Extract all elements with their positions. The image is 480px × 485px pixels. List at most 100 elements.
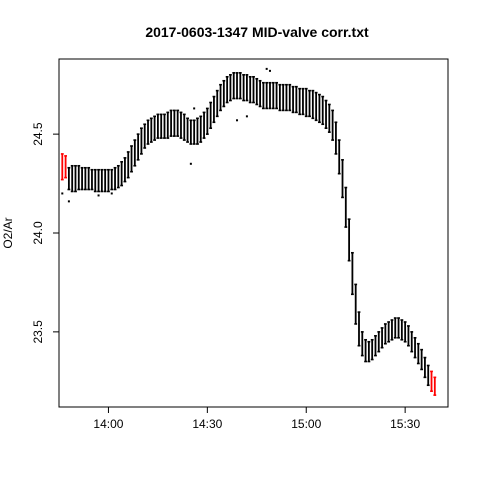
- data-point: [370, 338, 374, 341]
- data-point: [97, 169, 100, 192]
- data-point: [143, 124, 146, 148]
- data-point: [186, 117, 189, 120]
- data-point: [87, 167, 90, 190]
- data-point: [248, 101, 252, 104]
- data-point: [242, 74, 245, 101]
- data-point: [397, 318, 400, 338]
- data-point: [384, 323, 387, 344]
- data-point: [84, 167, 87, 190]
- data-point: [209, 101, 213, 104]
- y-axis: 23.5 24.0 24.5: [31, 122, 59, 344]
- data-point: [225, 75, 229, 78]
- data-point: [100, 190, 104, 193]
- data-point: [236, 119, 239, 122]
- data-point: [397, 317, 400, 319]
- data-point: [420, 368, 424, 371]
- data-point: [304, 115, 308, 118]
- data-point: [133, 164, 137, 167]
- y-tick-label: 23.5: [31, 320, 45, 344]
- data-point: [341, 196, 344, 199]
- data-point: [80, 166, 84, 169]
- data-point: [315, 92, 318, 121]
- x-tick-label: 15:00: [291, 417, 321, 431]
- data-point: [252, 75, 255, 78]
- data-point: [199, 141, 203, 143]
- data-point: [265, 81, 269, 84]
- data-point: [360, 331, 364, 333]
- data-point: [193, 120, 196, 145]
- data-point: [127, 151, 130, 178]
- data-point: [196, 118, 199, 145]
- data-point: [397, 336, 400, 339]
- data-point: [367, 340, 371, 343]
- data-point: [321, 123, 325, 126]
- data-point: [140, 128, 143, 154]
- data-point: [113, 188, 117, 191]
- data-point: [265, 82, 268, 109]
- data-point: [232, 72, 235, 99]
- data-point: [271, 81, 275, 84]
- data-point: [350, 251, 354, 254]
- data-point: [427, 365, 430, 386]
- data-point: [110, 168, 114, 171]
- data-point: [252, 76, 255, 103]
- x-axis: 14:00 14:30 15:00 15:30: [93, 407, 420, 431]
- data-point: [321, 96, 324, 125]
- data-point: [341, 159, 344, 198]
- data-point: [278, 83, 282, 86]
- data-point: [292, 86, 294, 113]
- data-point: [377, 331, 381, 333]
- data-point: [261, 81, 265, 84]
- data-point: [91, 169, 93, 190]
- data-point: [302, 88, 304, 115]
- data-point: [229, 74, 232, 101]
- data-point: [304, 87, 308, 90]
- data-point: [344, 186, 348, 189]
- data-point: [275, 107, 278, 110]
- data-point: [117, 165, 120, 188]
- data-point: [172, 109, 176, 112]
- data-point: [77, 188, 81, 191]
- data-point: [126, 151, 130, 153]
- data-point: [67, 166, 71, 169]
- x-tick-label: 14:30: [192, 417, 222, 431]
- y-axis-label: O2/Ar: [1, 217, 15, 248]
- data-point: [268, 69, 271, 72]
- data-point: [202, 111, 206, 114]
- data-point: [424, 357, 426, 378]
- data-point: [80, 188, 84, 191]
- data-point: [308, 90, 311, 117]
- data-point: [64, 155, 67, 157]
- y-tick-label: 24.0: [31, 221, 45, 245]
- data-point: [90, 188, 94, 191]
- data-point: [308, 89, 311, 92]
- data-point: [268, 81, 272, 84]
- data-point: [383, 342, 387, 345]
- data-point: [298, 88, 301, 115]
- data-point: [222, 79, 226, 82]
- data-point: [433, 394, 437, 396]
- data-point: [288, 109, 292, 112]
- data-point: [83, 166, 87, 169]
- data-point: [337, 139, 341, 141]
- data-point: [87, 188, 91, 191]
- data-point: [377, 350, 381, 353]
- data-point: [255, 78, 258, 105]
- data-point: [123, 157, 127, 159]
- data-point: [246, 74, 248, 101]
- data-point: [169, 135, 173, 137]
- data-point: [360, 354, 364, 357]
- data-point: [344, 226, 348, 228]
- data-point: [242, 74, 246, 76]
- data-points: [60, 67, 437, 396]
- data-point: [163, 114, 166, 139]
- data-point: [176, 110, 179, 137]
- data-point: [107, 190, 110, 193]
- data-point: [156, 113, 160, 116]
- data-point: [301, 113, 305, 116]
- data-point: [347, 259, 351, 262]
- data-point: [374, 335, 377, 337]
- data-point: [70, 190, 74, 193]
- data-point: [196, 143, 199, 145]
- data-point: [143, 147, 147, 149]
